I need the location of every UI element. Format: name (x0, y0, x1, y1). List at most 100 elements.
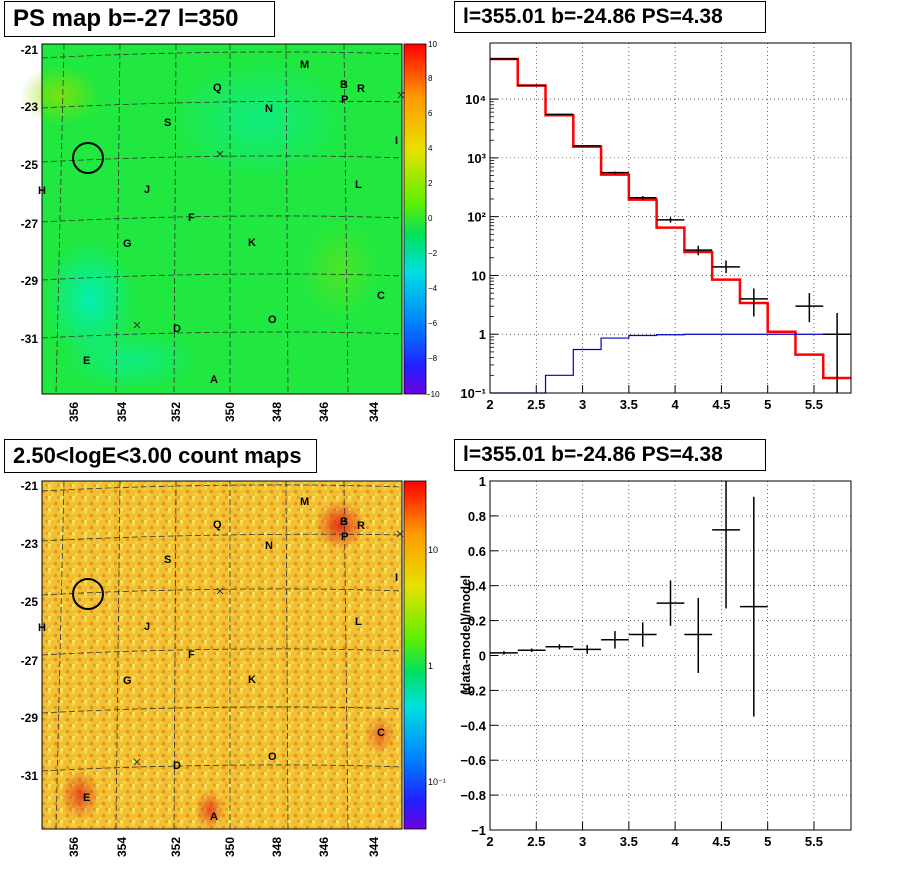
x-tick-label: 3.5 (620, 397, 638, 412)
lat-tick: -31 (21, 769, 39, 783)
region-label: S (164, 117, 171, 129)
colorbar-tick: 1 (428, 661, 433, 671)
region-label: A (210, 374, 218, 386)
ps-map-grid (41, 43, 403, 395)
region-label: K (248, 237, 256, 249)
residual-title: l=355.01 b=-24.86 PS=4.38 (454, 439, 766, 471)
ps-map-cross-markers (133, 91, 405, 329)
source-circle (72, 578, 104, 610)
y-tick-label: 0 (479, 649, 486, 664)
model-curve (490, 57, 851, 380)
y-tick-label: −0.6 (460, 753, 486, 768)
region-label: S (164, 554, 171, 566)
spectrum-frame (489, 42, 852, 394)
y-tick-label: 1 (479, 475, 486, 489)
y-tick-label: −0.2 (460, 683, 486, 698)
y-tick-label: 0.6 (468, 544, 486, 559)
residual-frame (489, 480, 852, 831)
region-label: J (144, 621, 150, 633)
data-point (573, 145, 602, 147)
lon-tick: 344 (367, 402, 381, 422)
lat-tick: -21 (21, 479, 39, 493)
data-point (823, 312, 851, 393)
lon-tick: 352 (169, 402, 183, 422)
region-label: L (355, 616, 362, 628)
y-tick-label: 10³ (467, 151, 486, 166)
colorbar-tick: −10 (426, 390, 440, 399)
x-tick-label: 2 (486, 397, 493, 412)
lon-tick: 356 (67, 837, 81, 857)
y-tick-label: 0.4 (468, 579, 487, 594)
region-label: M (300, 496, 309, 508)
count-map-lon-axis: 356 354 352 350 348 346 344 (67, 837, 381, 857)
region-label: D (173, 323, 181, 335)
region-label: O (268, 751, 277, 763)
region-label: R (357, 83, 365, 95)
x-tick-label: 3 (579, 397, 586, 412)
colorbar-tick: 2 (428, 179, 433, 188)
lat-tick: -21 (21, 43, 39, 57)
ps-map-region-labels: M B R Q P N S I H J L F G K C O D E A (38, 59, 398, 386)
count-map-region-labels: M B R Q P N S I H J L F G K C O D E A (38, 496, 398, 823)
region-label: M (300, 59, 309, 71)
spectrum-title: l=355.01 b=-24.86 PS=4.38 (454, 1, 766, 33)
region-label: Q (213, 82, 222, 94)
lat-tick: -27 (21, 654, 39, 668)
count-map-panel: M B R Q P N S I H J L F G K C O D E A -21 -23 -25 -27 -29 … (21, 479, 446, 857)
x-tick-label: 3 (579, 834, 586, 849)
region-label: A (210, 811, 218, 823)
data-point (601, 171, 629, 174)
colorbar-tick: 10 (428, 40, 437, 49)
y-tick-label: 10² (467, 210, 486, 225)
colorbar-tick: 8 (428, 74, 433, 83)
region-label: J (144, 184, 150, 196)
lon-tick: 350 (223, 402, 237, 422)
lon-tick: 352 (169, 837, 183, 857)
region-label: C (377, 290, 385, 302)
region-label: H (38, 622, 46, 634)
region-label: C (377, 727, 385, 739)
ps-colorbar (403, 43, 427, 395)
data-point (656, 580, 685, 626)
lat-tick: -23 (21, 537, 39, 551)
region-label: G (123, 675, 132, 687)
region-label: F (188, 212, 195, 224)
colorbar-tick: −8 (428, 354, 438, 363)
y-tick-label: −0.4 (460, 718, 486, 733)
residual-grid (489, 480, 851, 831)
region-label: R (357, 520, 365, 532)
count-map-title: 2.50<logE<3.00 count maps (4, 439, 317, 473)
data-point (545, 113, 574, 116)
x-tick-label: 4 (672, 397, 680, 412)
lon-tick: 348 (270, 402, 284, 422)
colorbar-tick: 0 (428, 214, 433, 223)
lat-tick: -29 (21, 274, 39, 288)
count-map-lat-axis: -21 -23 -25 -27 -29 -31 (21, 479, 39, 783)
x-tick-label: 5.5 (805, 834, 823, 849)
colorbar-tick: −2 (428, 249, 438, 258)
x-tick-label: 5 (764, 397, 771, 412)
region-label: E (83, 355, 90, 367)
lat-tick: -27 (21, 217, 39, 231)
region-label: D (173, 760, 181, 772)
ps-map-lon-axis: 356 354 352 350 348 346 344 (67, 402, 381, 422)
x-tick-label: 4 (672, 834, 680, 849)
ps-map-panel: M B R Q P N S I H J L F G K C O D E A -21 -23 -25 -27 -29 … (20, 40, 440, 422)
residual-axes: 2 2.5 3 3.5 4 4.5 5 5.5 1 0.8 0.6 0.4 0.2 0 −0.2 −0.4 −0… (460, 475, 852, 849)
data-point (684, 597, 713, 673)
colorbar-tick: −6 (428, 319, 438, 328)
data-point (628, 622, 657, 647)
region-label: P (341, 531, 348, 543)
y-tick-label: 10 (472, 268, 486, 283)
residual-data-points (490, 481, 768, 717)
y-tick-label: −1 (471, 823, 486, 838)
data-point (573, 645, 602, 654)
region-label: O (268, 314, 277, 326)
colorbar-tick: 10⁻¹ (428, 777, 446, 787)
data-point (517, 648, 546, 653)
data-point (628, 195, 657, 200)
region-label: N (265, 103, 273, 115)
lon-tick: 344 (367, 837, 381, 857)
lon-tick: 350 (223, 837, 237, 857)
residual-chart: (data-model)/model 2 2.5 3 3.5 4 4.5 5 5.5 1 0.8 0… (458, 475, 852, 849)
